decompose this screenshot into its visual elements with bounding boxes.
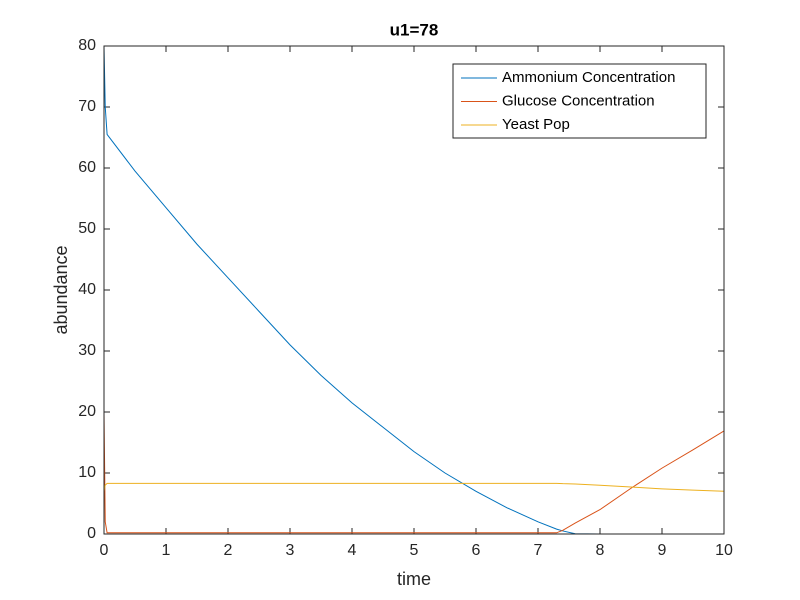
y-tick-label: 80: [78, 37, 96, 54]
y-axis-label: abundance: [51, 245, 71, 334]
y-tick-label: 50: [78, 220, 96, 237]
y-tick-label: 10: [78, 464, 96, 481]
x-tick-label: 5: [410, 542, 419, 559]
x-tick-label: 0: [100, 542, 109, 559]
x-tick-label: 3: [286, 542, 295, 559]
chart-title: u1=78: [390, 20, 439, 39]
x-tick-label: 1: [162, 542, 171, 559]
y-tick-label: 70: [78, 98, 96, 115]
series-line: [103, 411, 725, 534]
x-tick-label: 2: [224, 542, 233, 559]
series-line: [103, 482, 725, 492]
y-tick-label: 40: [78, 281, 96, 298]
y-tick-label: 20: [78, 403, 96, 420]
legend-label: Glucose Concentration: [502, 92, 655, 109]
x-tick-label: 4: [348, 542, 357, 559]
legend-label: Yeast Pop: [502, 116, 570, 133]
x-axis-label: time: [397, 569, 431, 589]
x-tick-label: 9: [658, 542, 667, 559]
x-tick-label: 10: [715, 542, 733, 559]
y-tick-label: 0: [87, 525, 96, 542]
x-tick-label: 6: [472, 542, 481, 559]
x-tick-label: 7: [534, 542, 543, 559]
plot-frame: [103, 45, 725, 535]
y-tick-label: 30: [78, 342, 96, 359]
y-tick-label: 60: [78, 159, 96, 176]
legend-label: Ammonium Concentration: [502, 69, 675, 86]
x-tick-label: 8: [596, 542, 605, 559]
